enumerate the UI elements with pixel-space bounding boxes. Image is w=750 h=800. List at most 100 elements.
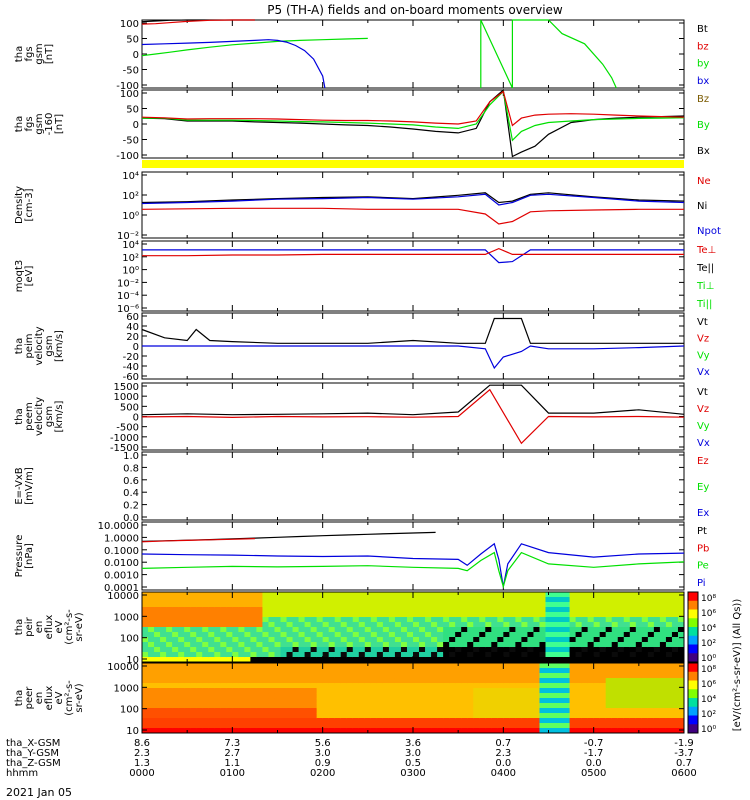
heatmap-cell [316, 652, 324, 658]
heatmap-cell [473, 663, 480, 669]
heatmap-cell [479, 688, 486, 694]
heatmap-cell [382, 688, 390, 694]
heatmap-cell [533, 718, 540, 724]
heatmap-cell [551, 663, 559, 669]
y-tick-label: 10² [122, 191, 139, 202]
legend-label: Ti|| [696, 299, 712, 310]
heatmap-cell [262, 602, 269, 608]
heatmap-cell [220, 693, 227, 699]
heatmap-cell [304, 612, 312, 618]
heatmap-cell [268, 708, 275, 714]
heatmap-cell [316, 728, 324, 734]
heatmap-cell [599, 632, 607, 638]
heatmap-cell [647, 602, 655, 608]
heatmap-cell [406, 663, 414, 669]
heatmap-cell [425, 673, 432, 679]
heatmap-cell [677, 657, 685, 663]
heatmap-cell [190, 597, 197, 603]
heatmap-cell [382, 622, 390, 628]
series-Ni [141, 192, 685, 204]
heatmap-cell [473, 708, 480, 714]
heatmap-cell [611, 597, 619, 603]
heatmap-cell [406, 627, 414, 633]
heatmap-cell [413, 627, 420, 633]
heatmap-cell [557, 708, 565, 714]
heatmap-cell [286, 642, 294, 648]
heatmap-cell [226, 602, 233, 608]
heatmap-cell [677, 637, 685, 643]
heatmap-cell [419, 678, 426, 684]
heatmap-cell [172, 693, 179, 699]
heatmap-cell [425, 683, 432, 689]
heatmap-cell [533, 713, 540, 719]
y-axis-label-line: (cm²-s- [64, 680, 75, 716]
heatmap-cell [364, 703, 372, 709]
heatmap-cell [677, 652, 685, 658]
heatmap-cell [473, 723, 480, 729]
heatmap-cell [250, 642, 257, 648]
heatmap-cell [298, 592, 306, 598]
heatmap-cell [160, 622, 167, 628]
heatmap-cell [647, 673, 655, 679]
heatmap-cell [635, 698, 643, 704]
heatmap-cell [370, 612, 378, 618]
heatmap-cell [599, 647, 607, 653]
heatmap-cell [148, 693, 155, 699]
heatmap-cell [166, 668, 173, 674]
heatmap-cell [593, 678, 601, 684]
heatmap-cell [641, 728, 649, 734]
heatmap-cell [352, 622, 360, 628]
heatmap-cell [160, 703, 167, 709]
heatmap-cell [479, 708, 486, 714]
heatmap-cell [376, 668, 384, 674]
heatmap-cell [178, 713, 185, 719]
y-axis-label-line: [km/s] [54, 330, 65, 362]
x-row-label: tha_Z-GSM [6, 758, 61, 769]
y-axis-label-line: E=-VxB [14, 467, 25, 504]
heatmap-cell [659, 602, 667, 608]
heatmap-cell [394, 637, 402, 643]
heatmap-cell [419, 657, 426, 663]
heatmap-cell [184, 612, 191, 618]
heatmap-cell [479, 713, 486, 719]
y-tick-label: 100 [120, 705, 139, 716]
heatmap-cell [509, 592, 516, 598]
heatmap-cell [280, 647, 288, 653]
heatmap-cell [148, 678, 155, 684]
heatmap-cell [419, 683, 426, 689]
heatmap-cell [605, 683, 613, 689]
heatmap-cell [352, 627, 360, 633]
heatmap-cell [382, 617, 390, 623]
heatmap-cell [605, 678, 613, 684]
heatmap-cell [581, 642, 589, 648]
heatmap-cell [202, 668, 209, 674]
heatmap-cell [413, 668, 420, 674]
heatmap-cell [479, 622, 486, 628]
series-By [142, 90, 685, 142]
heatmap-cell [358, 698, 366, 704]
panel-frame [141, 171, 685, 239]
heatmap-cell [467, 723, 474, 729]
heatmap-cell [587, 612, 595, 618]
heatmap-cell [334, 647, 342, 653]
heatmap-cell [196, 592, 203, 598]
heatmap-cell [629, 612, 637, 618]
heatmap-cell [202, 592, 209, 598]
y-tick-label: 0.1000 [104, 546, 139, 557]
heatmap-cell [647, 627, 655, 633]
colorbar-segment [688, 724, 698, 734]
heatmap-cell [539, 612, 546, 618]
heatmap-cell [575, 652, 583, 658]
heatmap-cell [190, 678, 197, 684]
heatmap-cell [334, 652, 342, 658]
y-tick-label: 50 [126, 35, 139, 46]
heatmap-cell [515, 723, 522, 729]
heatmap-cell [178, 647, 185, 653]
y-tick-label: 10² [122, 253, 139, 264]
heatmap-cell [196, 617, 203, 623]
heatmap-cell [539, 723, 546, 729]
heatmap-cell [557, 602, 565, 608]
heatmap-cell [328, 647, 336, 653]
heatmap-cell [172, 728, 179, 734]
